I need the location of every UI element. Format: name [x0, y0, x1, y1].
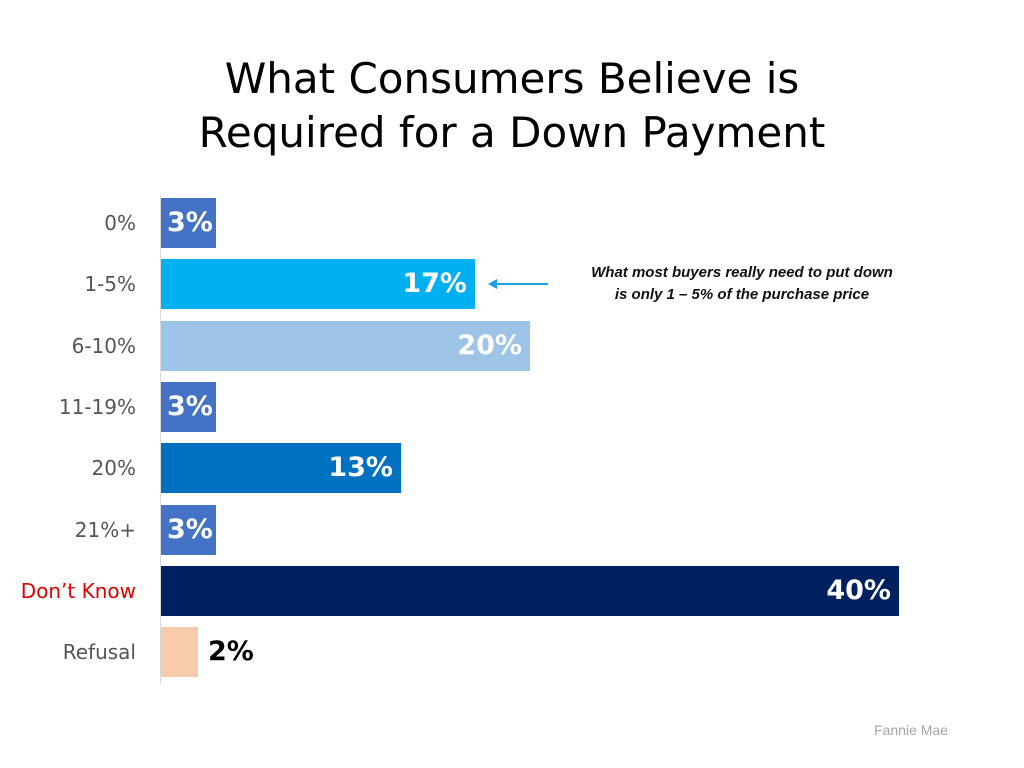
chart-title-line-1: What Consumers Believe is: [224, 54, 800, 103]
category-label: 6-10%: [71, 334, 136, 358]
annotation-line-1: What most buyers really need to put down: [591, 264, 893, 281]
bar: [161, 566, 899, 616]
value-label: 3%: [167, 391, 213, 422]
category-label: 21%+: [74, 518, 136, 542]
chart-title-line-2: Required for a Down Payment: [198, 108, 826, 157]
annotation-arrow-icon: [488, 279, 548, 289]
bar: [161, 382, 216, 432]
annotation: What most buyers really need to put down…: [548, 262, 936, 306]
value-label: 40%: [826, 575, 891, 606]
annotation-line-2: is only 1 – 5% of the purchase price: [614, 286, 870, 303]
value-label: 20%: [457, 330, 522, 361]
category-label: Refusal: [62, 640, 136, 664]
source-label: Fannie Mae: [874, 722, 948, 738]
bar: [161, 505, 216, 555]
category-label: 0%: [104, 211, 136, 235]
chart-title: What Consumers Believe is Required for a…: [0, 52, 1024, 160]
bar: [161, 627, 198, 677]
bar: [161, 321, 530, 371]
category-label: 11-19%: [58, 395, 136, 419]
category-label: 20%: [91, 456, 136, 480]
bar: [161, 198, 216, 248]
category-label: Don’t Know: [20, 579, 136, 603]
category-label: 1-5%: [84, 272, 136, 296]
value-label: 3%: [167, 514, 213, 545]
value-label: 2%: [208, 636, 254, 667]
value-label: 17%: [402, 268, 467, 299]
value-label: 13%: [328, 452, 393, 483]
value-label: 3%: [167, 207, 213, 238]
bar: [161, 443, 401, 493]
y-axis-line: [160, 195, 161, 683]
bar: [161, 259, 475, 309]
